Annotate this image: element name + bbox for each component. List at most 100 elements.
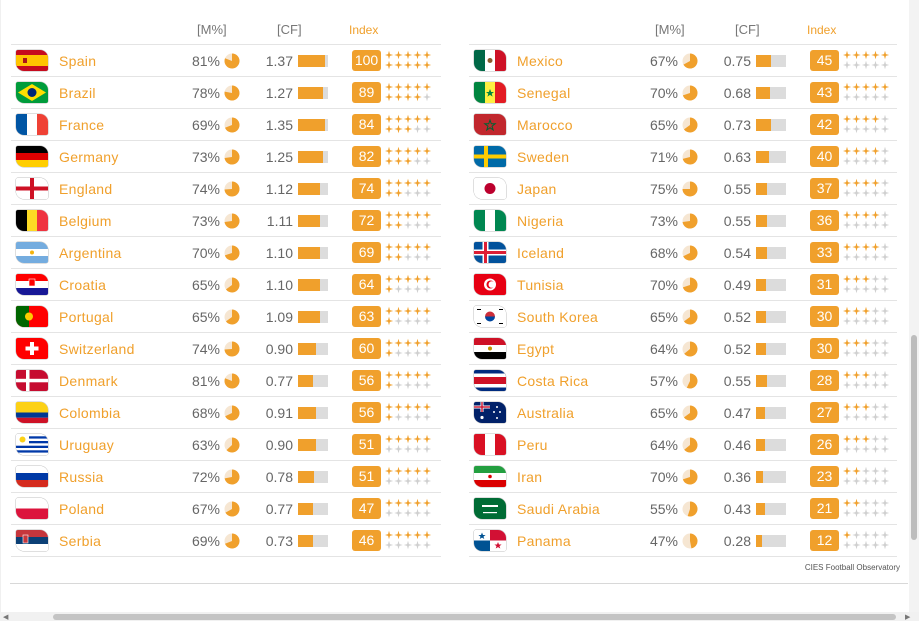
cf-bar-fill [756, 215, 767, 227]
star-icon [385, 220, 394, 230]
country-name[interactable]: Panama [517, 533, 571, 549]
star-icon [422, 412, 432, 422]
star-rating [843, 338, 890, 358]
star-rating [843, 146, 890, 166]
cf-bar [298, 439, 328, 451]
country-name[interactable]: Mexico [517, 53, 564, 69]
header-m-pct: [M%] [197, 22, 227, 37]
country-name[interactable]: Tunisia [517, 277, 564, 293]
cf-bar [756, 503, 786, 515]
country-name[interactable]: Denmark [59, 373, 118, 389]
country-name[interactable]: Senegal [517, 85, 571, 101]
country-name[interactable]: Uruguay [59, 437, 115, 453]
star-icon [422, 188, 432, 198]
header-index: Index [807, 23, 837, 37]
cf-bar [756, 343, 786, 355]
country-name[interactable]: Egypt [517, 341, 555, 357]
star-icon [403, 412, 413, 422]
index-badge: 47 [352, 498, 381, 519]
star-icon [385, 274, 394, 284]
country-name[interactable]: Germany [59, 149, 119, 165]
table-row: England 74% 1.12 74 [11, 173, 441, 205]
star-icon [422, 402, 432, 412]
country-name[interactable]: Switzerland [59, 341, 135, 357]
country-name[interactable]: Saudi Arabia [517, 501, 600, 517]
vertical-scrollbar-thumb[interactable] [911, 335, 917, 540]
star-icon [413, 498, 422, 508]
country-name[interactable]: Brazil [59, 85, 96, 101]
horizontal-scrollbar-thumb[interactable] [53, 614, 896, 620]
m-pct-pie [224, 437, 240, 453]
bottom-divider [10, 583, 908, 584]
star-icon [394, 498, 403, 508]
star-icon [403, 476, 413, 486]
scroll-left-arrow-icon[interactable]: ◀ [3, 614, 9, 621]
vertical-scrollbar[interactable] [909, 0, 919, 614]
tunisia-flag-icon [474, 274, 506, 295]
index-badge: 89 [352, 82, 381, 103]
index-badge: 21 [810, 498, 839, 519]
country-name[interactable]: Spain [59, 53, 97, 69]
star-icon [422, 444, 432, 454]
star-icon [861, 242, 871, 252]
star-icon [413, 92, 422, 102]
country-name[interactable]: Peru [517, 437, 548, 453]
star-icon [852, 402, 861, 412]
country-name[interactable]: Japan [517, 181, 557, 197]
horizontal-scrollbar[interactable]: ◀ ▶ [0, 612, 919, 621]
cf-bar-fill [298, 439, 316, 451]
country-name[interactable]: Australia [517, 405, 575, 421]
scroll-right-arrow-icon[interactable]: ▶ [905, 614, 911, 621]
star-icon [403, 146, 413, 156]
star-icon [843, 146, 852, 156]
star-rating [843, 498, 890, 518]
sweden-flag-icon [474, 146, 506, 167]
country-name[interactable]: Serbia [59, 533, 102, 549]
country-name[interactable]: Russia [59, 469, 104, 485]
star-icon [843, 210, 852, 220]
star-icon [843, 220, 852, 230]
m-pct-value: 68% [649, 245, 678, 261]
star-icon [422, 338, 432, 348]
star-icon [385, 348, 394, 358]
country-name[interactable]: Poland [59, 501, 105, 517]
star-rating [385, 178, 432, 198]
star-icon [422, 380, 432, 390]
country-name[interactable]: Colombia [59, 405, 121, 421]
country-name[interactable]: England [59, 181, 113, 197]
country-name[interactable]: Iran [517, 469, 543, 485]
country-name[interactable]: South Korea [517, 309, 599, 325]
star-icon [413, 178, 422, 188]
table-row: Japan 75% 0.55 37 [469, 173, 897, 205]
star-icon [422, 434, 432, 444]
country-name[interactable]: Belgium [59, 213, 112, 229]
table-row: Senegal 70% 0.68 43 [469, 77, 897, 109]
country-name[interactable]: Argentina [59, 245, 122, 261]
country-name[interactable]: Croatia [59, 277, 107, 293]
cf-bar [298, 503, 328, 515]
cf-bar [298, 119, 328, 131]
cf-bar-fill [298, 215, 321, 227]
table-row: Spain 81% 1.37 100 [11, 45, 441, 77]
cf-bar [298, 247, 328, 259]
country-name[interactable]: Nigeria [517, 213, 564, 229]
country-name[interactable]: France [59, 117, 105, 133]
m-pct-pie [224, 213, 240, 229]
star-icon [413, 434, 422, 444]
star-icon [880, 508, 890, 518]
country-name[interactable]: Marocco [517, 117, 573, 133]
star-icon [394, 348, 403, 358]
cf-bar [298, 279, 328, 291]
country-name[interactable]: Costa Rica [517, 373, 589, 389]
star-icon [394, 412, 403, 422]
country-name[interactable]: Iceland [517, 245, 565, 261]
star-icon [403, 530, 413, 540]
nigeria-flag-icon [474, 210, 506, 231]
star-icon [385, 156, 394, 166]
country-name[interactable]: Portugal [59, 309, 114, 325]
star-icon [852, 316, 861, 326]
header-m-pct: [M%] [655, 22, 685, 37]
australia-flag-icon [474, 402, 506, 423]
star-icon [852, 220, 861, 230]
country-name[interactable]: Sweden [517, 149, 570, 165]
